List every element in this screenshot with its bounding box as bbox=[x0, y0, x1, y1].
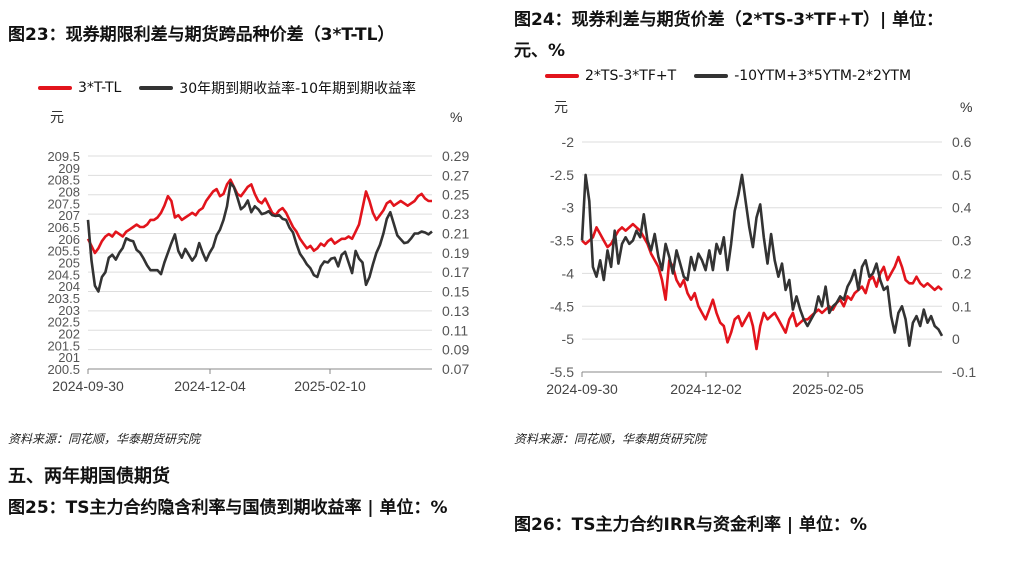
left-tick-label: 203 bbox=[58, 303, 80, 318]
left-tick-label: 200.5 bbox=[47, 362, 80, 377]
x-tick-label: 2024-12-04 bbox=[174, 378, 246, 394]
left-tick-label: 204 bbox=[58, 279, 80, 294]
chart23-legend-series2: 30年期到期收益率-10年期到期收益率 bbox=[179, 81, 416, 97]
left-tick-label: -4 bbox=[562, 265, 575, 281]
right-tick-label: 0.4 bbox=[952, 200, 972, 216]
right-tick-label: 0.25 bbox=[442, 187, 469, 203]
chart23-title: 图23：现券期限利差与期货跨品种价差（3*T-TL） bbox=[8, 25, 395, 45]
legend-swatch-red bbox=[545, 74, 579, 78]
left-tick-label: 207 bbox=[58, 208, 80, 223]
legend-swatch-red bbox=[38, 86, 72, 90]
left-tick-label: 205 bbox=[58, 256, 80, 271]
series-line-dark bbox=[580, 173, 944, 347]
chart24-legend-series2: -10YTM+3*5YTM-2*2YTM bbox=[734, 68, 912, 84]
right-tick-label: 0.07 bbox=[442, 361, 469, 377]
right-tick-label: 0.6 bbox=[952, 134, 972, 150]
chart24-title-line2: 元、% bbox=[514, 41, 566, 61]
right-tick-label: 0.09 bbox=[442, 342, 469, 358]
right-tick-label: 0.3 bbox=[952, 233, 972, 249]
x-tick-label: 2024-09-30 bbox=[546, 381, 618, 397]
chart24-plot: 元 % -2 -2.5 -3 -3.5 -4 -4.5 -5 -5.5 0.6 0.5 0.4 0.3 0.… bbox=[546, 99, 976, 397]
chart25-title: 图25：TS主力合约隐含利率与国债到期收益率 | 单位：% bbox=[8, 498, 448, 518]
left-tick-label: 209.5 bbox=[47, 149, 80, 164]
right-tick-label: 0.27 bbox=[442, 167, 469, 183]
right-tick-label: 0 bbox=[952, 331, 960, 347]
chart23-legend: 3*T-TL 30年期到期收益率-10年期到期收益率 bbox=[38, 78, 428, 98]
left-tick-label: 203.5 bbox=[47, 291, 80, 306]
left-tick-label: 202.5 bbox=[47, 315, 80, 330]
right-tick-label: 0.15 bbox=[442, 284, 469, 300]
left-tick-label: 207.5 bbox=[47, 196, 80, 211]
right-unit-label: % bbox=[960, 99, 972, 115]
left-tick-label: -5 bbox=[562, 331, 575, 347]
right-tick-label: -0.1 bbox=[952, 364, 976, 380]
left-tick-label: 201.5 bbox=[47, 338, 80, 353]
left-tick-label: -2 bbox=[562, 134, 575, 150]
chart23-source: 资料来源：同花顺，华泰期货研究院 bbox=[8, 432, 201, 446]
left-tick-label: 204.5 bbox=[47, 267, 80, 282]
right-unit-label: % bbox=[450, 109, 462, 125]
left-tick-label: 208 bbox=[58, 185, 80, 200]
left-tick-label: 209 bbox=[58, 161, 80, 176]
chart23-plot: 元 %209.5209208.5208207.5207206.5206205.52… bbox=[47, 109, 469, 394]
chart24-legend: 2*TS-3*TF+T -10YTM+3*5YTM-2*2YTM bbox=[545, 68, 923, 84]
section-heading: 五、两年期国债期货 bbox=[8, 466, 170, 487]
left-tick-label: -3 bbox=[562, 200, 575, 216]
chart24-legend-series1: 2*TS-3*TF+T bbox=[585, 68, 677, 84]
x-tick-label: 2024-12-02 bbox=[670, 381, 742, 397]
x-tick-label: 2025-02-05 bbox=[792, 381, 864, 397]
left-tick-label: -4.5 bbox=[550, 298, 574, 314]
left-tick-label: 206.5 bbox=[47, 220, 80, 235]
x-tick-label: 2025-02-10 bbox=[294, 378, 366, 394]
series-line-red bbox=[86, 178, 432, 255]
left-tick-label: -2.5 bbox=[550, 167, 574, 183]
right-tick-label: 0.17 bbox=[442, 264, 469, 280]
right-tick-label: 0.1 bbox=[952, 298, 972, 314]
left-tick-label: 208.5 bbox=[47, 173, 80, 188]
right-tick-label: 0.2 bbox=[952, 265, 972, 281]
right-tick-label: 0.13 bbox=[442, 303, 469, 319]
series-line-dark bbox=[86, 181, 433, 293]
left-tick-label: 206 bbox=[58, 232, 80, 247]
right-tick-label: 0.21 bbox=[442, 225, 469, 241]
left-tick-label: 205.5 bbox=[47, 244, 80, 259]
left-tick-label: -3.5 bbox=[550, 233, 574, 249]
chart24-title-line1: 图24：现券利差与期货价差（2*TS-3*TF+T）| 单位： bbox=[514, 10, 944, 30]
left-tick-label: 201 bbox=[58, 350, 80, 365]
right-tick-label: 0.19 bbox=[442, 245, 469, 261]
right-tick-label: 0.29 bbox=[442, 148, 469, 164]
left-tick-label: -5.5 bbox=[550, 364, 574, 380]
legend-swatch-dark bbox=[694, 74, 729, 78]
right-tick-label: 0.5 bbox=[952, 167, 972, 183]
left-tick-label: 202 bbox=[58, 327, 80, 342]
left-unit-label: 元 bbox=[554, 99, 568, 115]
left-unit-label: 元 bbox=[50, 109, 64, 125]
chart23-legend-series1: 3*T-TL bbox=[78, 80, 122, 96]
right-tick-label: 0.11 bbox=[442, 322, 468, 338]
legend-swatch-dark bbox=[139, 86, 174, 90]
chart24-source: 资料来源：同花顺，华泰期货研究院 bbox=[514, 432, 707, 446]
right-tick-label: 0.23 bbox=[442, 206, 469, 222]
x-tick-label: 2024-09-30 bbox=[52, 378, 124, 394]
chart26-title: 图26：TS主力合约IRR与资金利率 | 单位：% bbox=[514, 515, 868, 535]
